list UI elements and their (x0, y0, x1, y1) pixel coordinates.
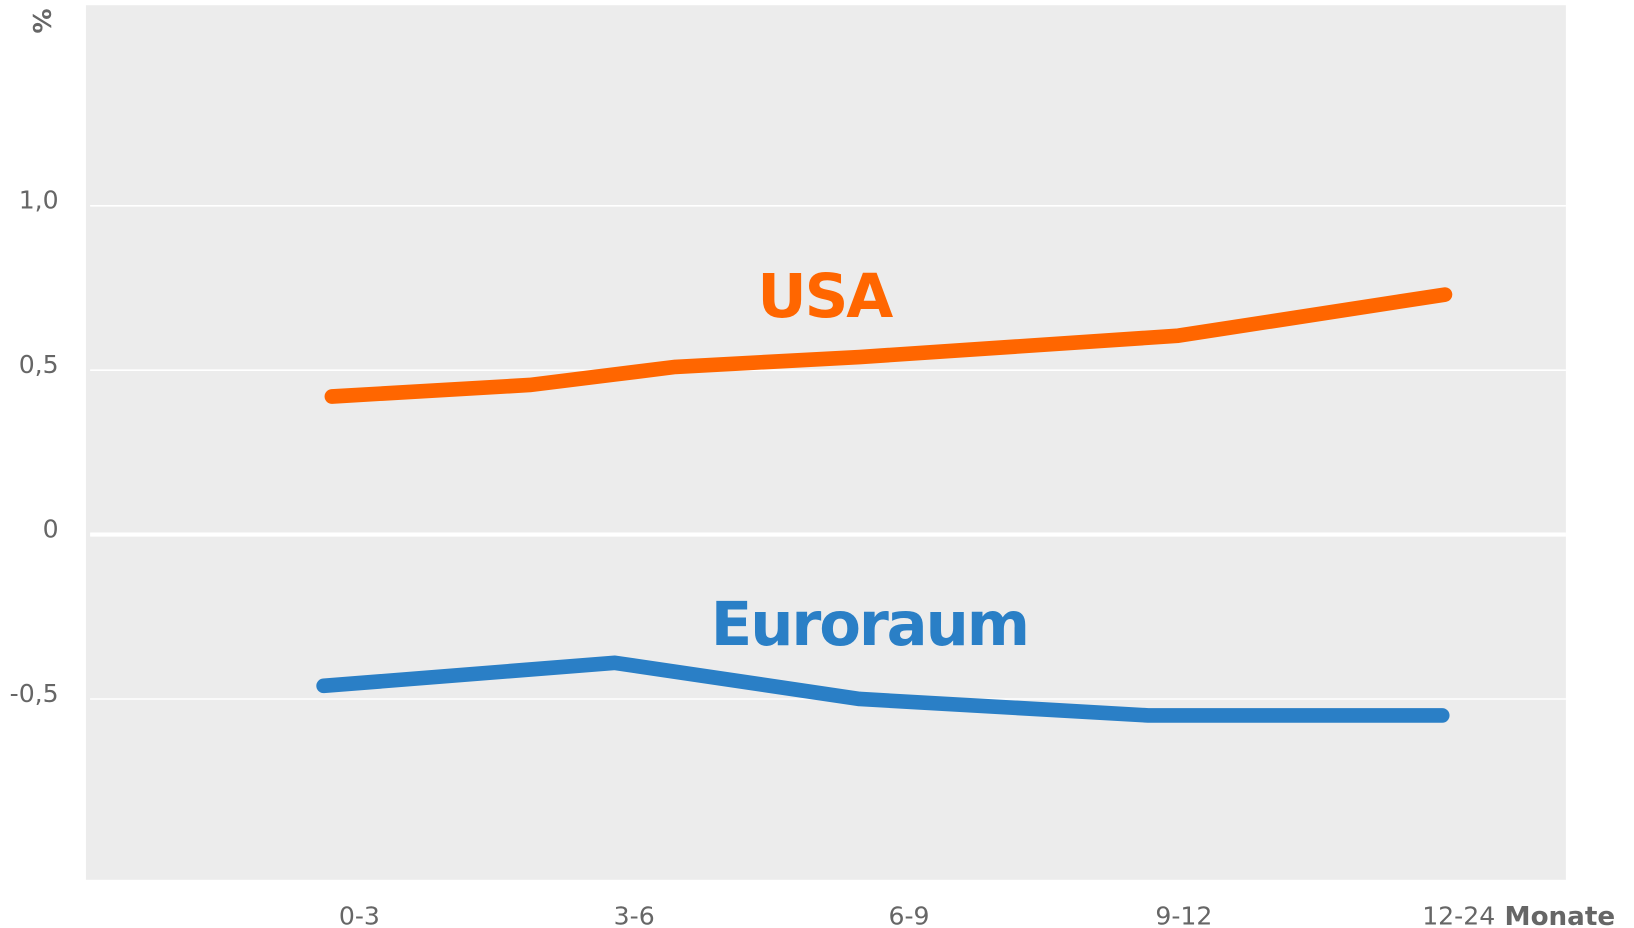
y-tick-label: 0,5 (19, 350, 59, 379)
x-tick-label: 3-6 (614, 902, 655, 928)
series-line (324, 287, 1453, 404)
series-label: Euroraum (711, 590, 1028, 660)
x-tick-label: 6-9 (889, 902, 930, 928)
plot-area (85, 5, 1566, 880)
series-label: USA (757, 262, 893, 332)
y-axis-label: % (27, 8, 56, 33)
x-tick-label: 12-24 (1422, 902, 1495, 928)
series-line (316, 655, 1450, 723)
y-tick-label: 0 (43, 514, 59, 543)
y-tick-label: -0,5 (10, 679, 59, 708)
x-axis-label: Monate (1505, 902, 1616, 928)
x-tick-label: 9-12 (1155, 902, 1212, 928)
x-tick-label: 0-3 (339, 902, 380, 928)
y-tick-label: 1,0 (19, 186, 59, 215)
